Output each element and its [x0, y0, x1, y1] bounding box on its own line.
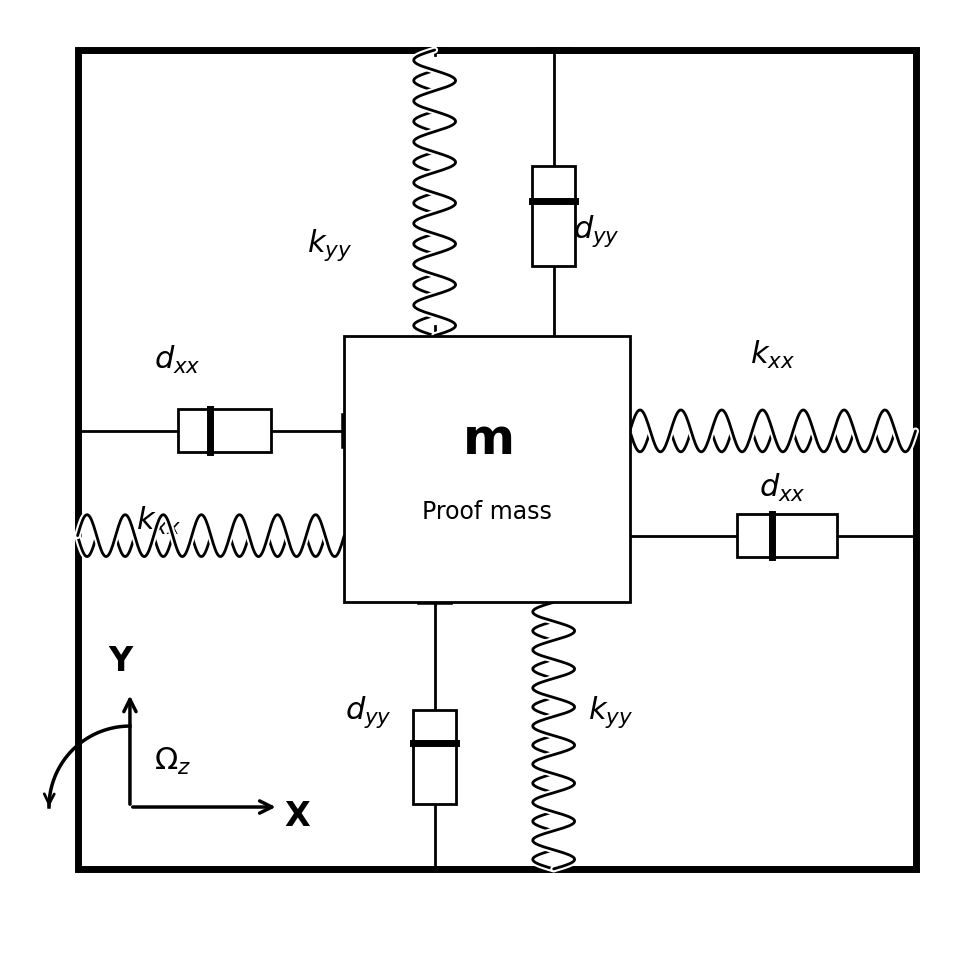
Text: $d_{yy}$: $d_{yy}$	[345, 694, 392, 730]
Bar	[344, 336, 630, 602]
Text: $k_{yy}$: $k_{yy}$	[588, 694, 633, 730]
Text: $d_{xx}$: $d_{xx}$	[154, 344, 201, 375]
Text: Y: Y	[108, 645, 133, 679]
Text: X: X	[285, 800, 310, 833]
Text: $\mathbf{m}$: $\mathbf{m}$	[462, 416, 512, 464]
Text: $\Omega_z$: $\Omega_z$	[154, 746, 191, 777]
Text: $k_{xx}$: $k_{xx}$	[136, 505, 181, 538]
Bar	[414, 710, 456, 804]
Bar	[532, 166, 575, 266]
Bar	[178, 410, 271, 453]
Bar	[737, 514, 837, 557]
Text: Proof mass: Proof mass	[422, 500, 552, 523]
Text: $d_{xx}$: $d_{xx}$	[759, 472, 806, 504]
Text: $k_{xx}$: $k_{xx}$	[750, 339, 796, 370]
Text: $k_{yy}$: $k_{yy}$	[308, 227, 352, 263]
Text: $d_{yy}$: $d_{yy}$	[573, 213, 620, 249]
Bar	[77, 50, 916, 869]
